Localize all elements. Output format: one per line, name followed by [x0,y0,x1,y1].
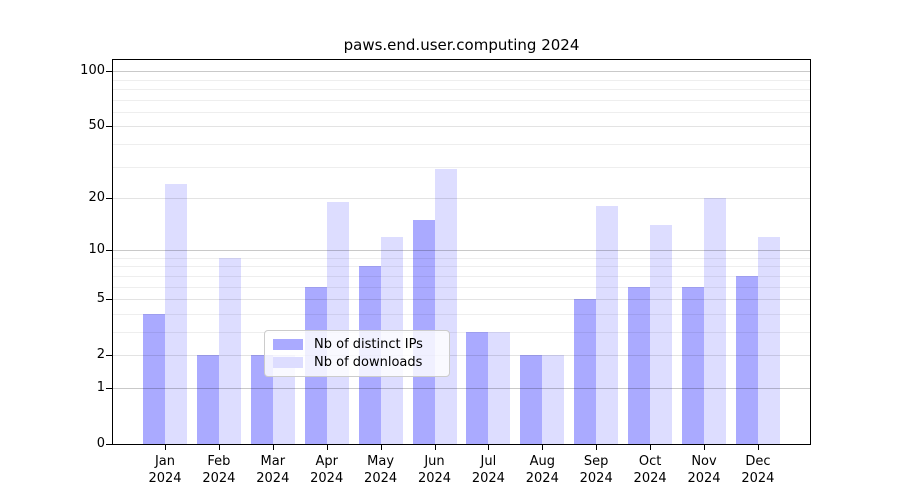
bar-distinct-ips [466,331,489,444]
x-axis-tick [218,444,220,450]
bar-downloads [326,201,349,444]
bar-downloads [218,257,241,444]
bar-distinct-ips [628,286,651,444]
bar-distinct-ips [250,355,273,444]
y-axis-tick [106,126,113,128]
minor-gridline [113,331,810,333]
x-tick-label: Oct 2024 [633,454,667,486]
x-axis-tick [434,444,436,450]
minor-gridline [113,257,810,259]
y-axis-tick [106,387,113,389]
bar-distinct-ips [682,286,704,444]
x-tick-label: Aug 2024 [525,454,559,486]
minor-gridline [113,143,810,145]
bar-downloads [434,169,457,444]
minor-gridline [113,166,810,168]
x-tick-label: Jan 2024 [148,454,182,486]
plot-area: 0 1 2 5 10 20 50 100 Jan 2024 Feb 2024 Mar 2024 Apr… [80,59,811,486]
x-axis-tick [650,444,652,450]
y-tick-label: 100 [80,63,105,79]
x-axis-tick [596,444,598,450]
x-axis-tick [488,444,490,450]
legend-swatch-downloads [273,357,303,368]
x-tick-label: Jul 2024 [471,454,505,486]
legend-label: Nb of distinct IPs [314,337,423,352]
legend-row: Nb of downloads [273,355,441,370]
minor-gridline [113,266,810,268]
minor-gridline [113,99,810,101]
major-gridline [113,387,810,389]
minor-gridline [113,313,810,315]
bar-distinct-ips [735,275,758,444]
y-axis-tick [106,299,113,301]
x-tick-label: Feb 2024 [202,454,236,486]
bar-downloads [757,236,780,444]
x-axis-tick [757,444,759,450]
bar-distinct-ips [574,299,597,444]
x-tick-label: Apr 2024 [310,454,344,486]
x-tick-label: Dec 2024 [741,454,775,486]
x-tick-label: Jun 2024 [417,454,452,486]
major-gridline [113,71,810,73]
gridline [113,198,810,199]
bar-distinct-ips [143,313,165,444]
bar-downloads [650,225,673,444]
major-gridline [113,250,810,252]
gridline [113,299,810,301]
y-axis-tick [106,198,113,199]
y-axis-tick [106,355,113,357]
x-axis-tick [380,444,382,450]
bar-distinct-ips [520,355,543,444]
x-tick-label: Mar 2024 [256,454,290,486]
y-tick-label: 1 [96,379,105,395]
x-axis-tick [165,444,166,450]
minor-gridline [113,286,810,288]
bar-downloads [596,206,619,444]
minor-gridline [113,79,810,81]
x-tick-label: Sep 2024 [579,454,613,486]
y-axis-tick [106,71,113,73]
y-tick-label: 20 [88,190,105,205]
y-tick-label: 2 [96,347,105,363]
bar-downloads [165,183,187,444]
legend-label: Nb of downloads [314,355,423,370]
gridline [113,355,810,357]
chart-title: paws.end.user.computing 2024 [343,36,580,54]
x-axis-tick [326,444,328,450]
y-tick-label: 0 [96,436,105,451]
x-tick-label: May 2024 [364,454,398,486]
legend-swatch-distinct-ips [273,339,303,350]
x-axis-tick [704,444,705,450]
minor-gridline [113,88,810,90]
minor-gridline [113,111,810,113]
bar-downloads [488,331,511,444]
x-axis-tick [272,444,274,450]
x-axis-tick [542,444,544,450]
y-tick-label: 5 [96,291,105,307]
legend: Nb of distinct IPs Nb of downloads [264,330,450,377]
bar-downloads [542,355,565,444]
legend-row: Nb of distinct IPs [273,337,441,352]
bar-distinct-ips [196,355,219,444]
gridline [113,126,810,128]
bar-downloads [704,198,726,444]
minor-gridline [113,275,810,277]
y-tick-label: 10 [88,242,105,258]
x-tick-label: Nov 2024 [687,454,721,486]
y-tick-label: 50 [88,118,105,134]
bar-downloads [272,355,295,444]
y-axis-tick [106,250,113,252]
y-axis-tick [106,444,113,445]
